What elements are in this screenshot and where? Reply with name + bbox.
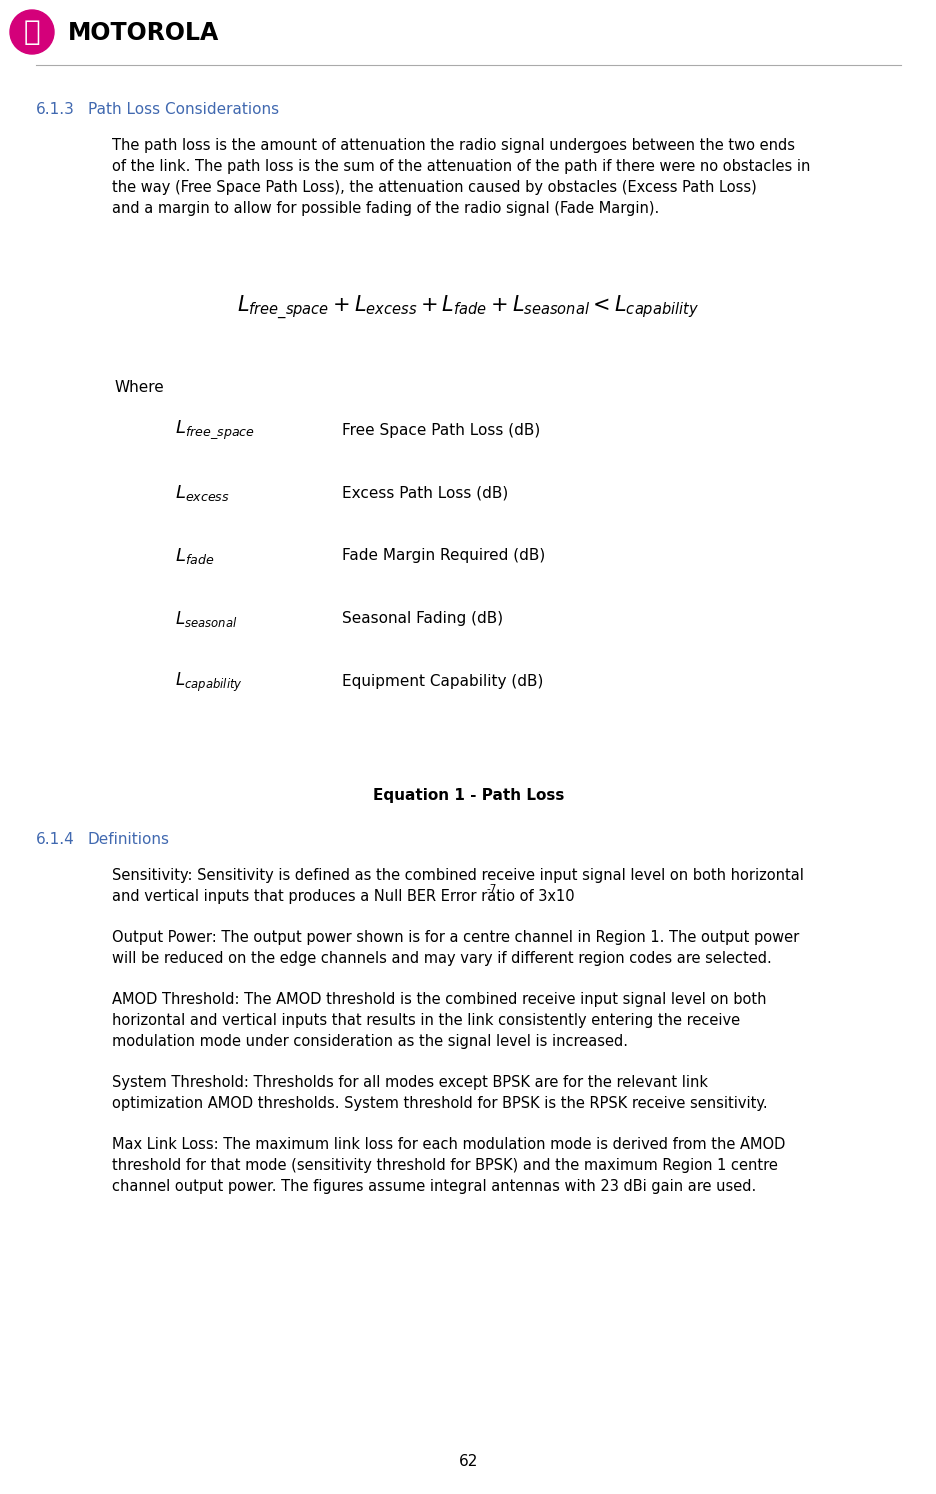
- Text: 6.1.3: 6.1.3: [36, 102, 75, 117]
- Text: Path Loss Considerations: Path Loss Considerations: [88, 102, 279, 117]
- Text: channel output power. The figures assume integral antennas with 23 dBi gain are : channel output power. The figures assume…: [112, 1179, 755, 1194]
- Text: AMOD Threshold: The AMOD threshold is the combined receive input signal level on: AMOD Threshold: The AMOD threshold is th…: [112, 992, 766, 1007]
- Text: of the link. The path loss is the sum of the attenuation of the path if there we: of the link. The path loss is the sum of…: [112, 158, 810, 173]
- Text: $L_{fade}$: $L_{fade}$: [175, 545, 214, 566]
- Text: the way (Free Space Path Loss), the attenuation caused by obstacles (Excess Path: the way (Free Space Path Loss), the atte…: [112, 179, 756, 196]
- Text: $L_{free\_space}$: $L_{free\_space}$: [175, 418, 255, 441]
- Text: $L_{capability}$: $L_{capability}$: [175, 671, 242, 693]
- Text: Sensitivity: Sensitivity is defined as the combined receive input signal level o: Sensitivity: Sensitivity is defined as t…: [112, 868, 803, 883]
- Text: MOTOROLA: MOTOROLA: [68, 21, 219, 45]
- Text: The path loss is the amount of attenuation the radio signal undergoes between th: The path loss is the amount of attenuati…: [112, 137, 794, 152]
- Text: Seasonal Fading (dB): Seasonal Fading (dB): [342, 611, 503, 626]
- Text: Excess Path Loss (dB): Excess Path Loss (dB): [342, 486, 507, 500]
- Text: optimization AMOD thresholds. System threshold for BPSK is the RPSK receive sens: optimization AMOD thresholds. System thr…: [112, 1097, 767, 1112]
- Text: Equation 1 - Path Loss: Equation 1 - Path Loss: [373, 789, 563, 804]
- Text: -7: -7: [486, 884, 496, 893]
- Circle shape: [10, 10, 54, 54]
- Text: threshold for that mode (sensitivity threshold for BPSK) and the maximum Region : threshold for that mode (sensitivity thr…: [112, 1158, 777, 1173]
- Text: will be reduced on the edge channels and may vary if different region codes are : will be reduced on the edge channels and…: [112, 952, 771, 967]
- Text: Ⓜ: Ⓜ: [23, 18, 40, 46]
- Text: modulation mode under consideration as the signal level is increased.: modulation mode under consideration as t…: [112, 1034, 627, 1049]
- Text: $L_{excess}$: $L_{excess}$: [175, 483, 229, 503]
- Text: Definitions: Definitions: [88, 832, 169, 847]
- Text: System Threshold: Thresholds for all modes except BPSK are for the relevant link: System Threshold: Thresholds for all mod…: [112, 1076, 708, 1091]
- Text: horizontal and vertical inputs that results in the link consistently entering th: horizontal and vertical inputs that resu…: [112, 1013, 739, 1028]
- Text: $L_{free\_space}+L_{excess}+L_{fade}+L_{seasonal}<L_{capability}$: $L_{free\_space}+L_{excess}+L_{fade}+L_{…: [237, 294, 699, 323]
- Text: 62: 62: [459, 1455, 477, 1470]
- Text: and a margin to allow for possible fading of the radio signal (Fade Margin).: and a margin to allow for possible fadin…: [112, 202, 659, 217]
- Text: and vertical inputs that produces a Null BER Error ratio of 3x10: and vertical inputs that produces a Null…: [112, 889, 574, 904]
- Text: $L_{seasonal}$: $L_{seasonal}$: [175, 610, 237, 629]
- Text: Equipment Capability (dB): Equipment Capability (dB): [342, 674, 543, 690]
- Text: 6.1.4: 6.1.4: [36, 832, 75, 847]
- Text: Free Space Path Loss (dB): Free Space Path Loss (dB): [342, 423, 540, 438]
- Text: Output Power: The output power shown is for a centre channel in Region 1. The ou: Output Power: The output power shown is …: [112, 929, 798, 946]
- Text: Max Link Loss: The maximum link loss for each modulation mode is derived from th: Max Link Loss: The maximum link loss for…: [112, 1137, 784, 1152]
- Text: .: .: [496, 889, 501, 904]
- Text: Fade Margin Required (dB): Fade Margin Required (dB): [342, 548, 545, 563]
- Text: Where: Where: [115, 379, 165, 394]
